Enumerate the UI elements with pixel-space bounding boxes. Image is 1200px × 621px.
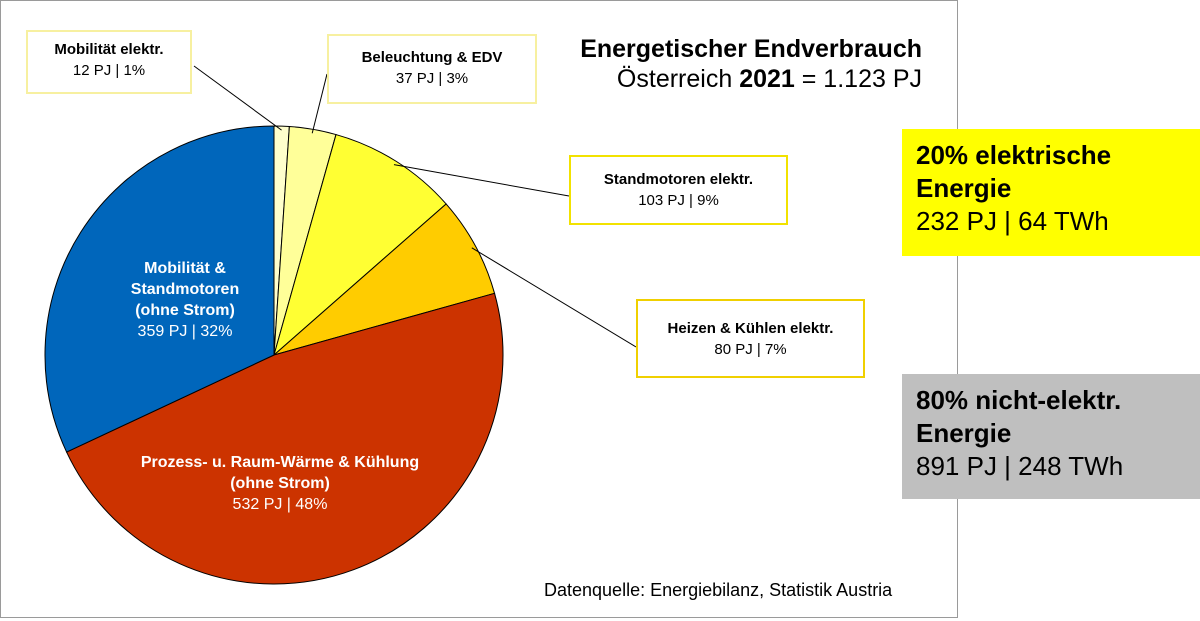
label-standmotoren-elektr: Standmotoren elektr. 103 PJ | 9% xyxy=(569,155,788,225)
summary-non-electric-title: 80% nicht-elektr. Energie xyxy=(916,385,1122,448)
summary-electric: 20% elektrische Energie 232 PJ | 64 TWh xyxy=(902,129,1200,256)
label-prozess-waerme: Prozess- u. Raum-Wärme & Kühlung (ohne S… xyxy=(90,452,470,515)
label-name: Heizen & Kühlen elektr. xyxy=(667,320,834,337)
label-value: 532 PJ | 48% xyxy=(232,496,328,513)
title-suffix: = 1.123 PJ xyxy=(801,65,922,93)
label-value: 37 PJ | 3% xyxy=(395,70,469,87)
pie-slice-3 xyxy=(273,203,496,356)
title-line2: Österreich 2021 = 1.123 PJ xyxy=(580,64,922,94)
pie-slice-2 xyxy=(273,133,447,357)
label-mobilitaet-elektr: Mobilität elektr. 12 PJ | 1% xyxy=(26,30,192,94)
title-year: 2021 xyxy=(739,65,795,93)
label-value: 12 PJ | 1% xyxy=(72,62,146,79)
label-value: 103 PJ | 9% xyxy=(638,192,719,209)
data-source: Datenquelle: Energiebilanz, Statistik Au… xyxy=(544,580,893,600)
leader-line-1 xyxy=(311,73,328,134)
label-beleuchtung-edv: Beleuchtung & EDV 37 PJ | 3% xyxy=(327,34,537,104)
pie-slice-4 xyxy=(65,292,504,585)
label-name: Prozess- u. Raum-Wärme & Kühlung (ohne S… xyxy=(140,454,420,492)
leader-line-2 xyxy=(393,164,570,197)
label-name: Mobilität & Standmotoren (ohne Strom) xyxy=(130,260,240,319)
summary-non-electric: 80% nicht-elektr. Energie 891 PJ | 248 T… xyxy=(902,374,1200,499)
label-mobilitaet-standmotoren: Mobilität & Standmotoren (ohne Strom) 35… xyxy=(105,258,265,342)
leader-line-0 xyxy=(193,65,282,131)
label-name: Standmotoren elektr. xyxy=(603,171,754,188)
label-value: 80 PJ | 7% xyxy=(714,341,787,358)
label-name: Mobilität elektr. xyxy=(54,41,164,58)
label-value: 359 PJ | 32% xyxy=(137,323,233,340)
title-prefix: Österreich xyxy=(616,65,733,93)
title-line1: Energetischer Endverbrauch xyxy=(580,35,922,63)
summary-electric-value: 232 PJ | 64 TWh xyxy=(916,206,1109,236)
pie-slice-5 xyxy=(44,125,275,453)
label-name: Beleuchtung & EDV xyxy=(361,49,503,66)
label-heizen-kuehlen-elektr: Heizen & Kühlen elektr. 80 PJ | 7% xyxy=(636,299,865,378)
summary-electric-title: 20% elektrische Energie xyxy=(916,140,1112,203)
leader-line-3 xyxy=(471,247,637,348)
summary-non-electric-value: 891 PJ | 248 TWh xyxy=(916,451,1124,481)
chart-title: Energetischer Endverbrauch Österreich 20… xyxy=(580,34,922,94)
